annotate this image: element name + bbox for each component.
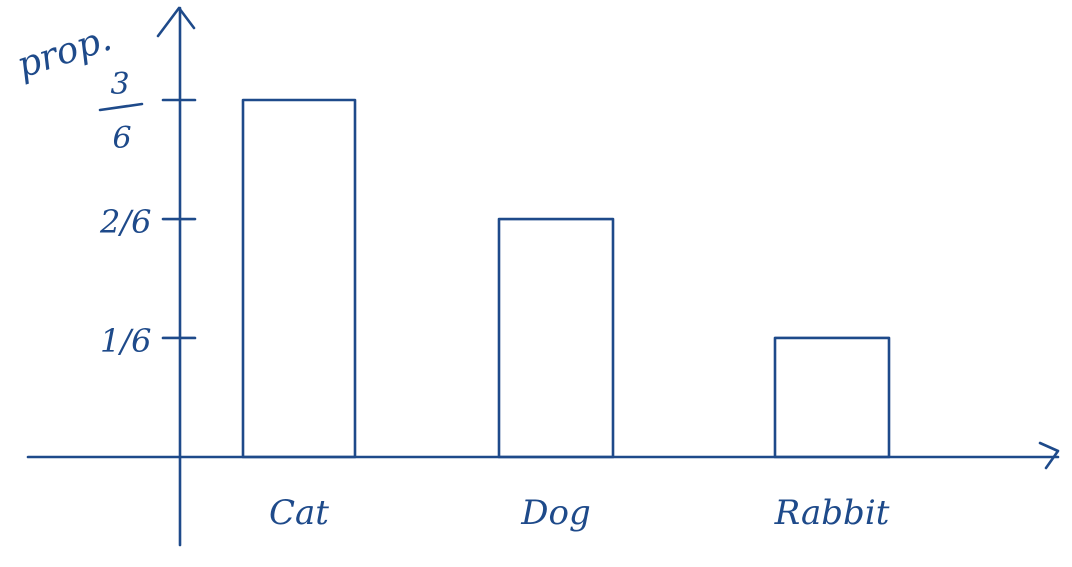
bar-dog [497, 217, 615, 459]
fraction-bar [98, 102, 144, 112]
y-axis-arrowhead [156, 6, 196, 38]
bar-cat [241, 98, 357, 459]
y-axis-title: prop. [12, 18, 116, 87]
y-tick-label: 2/6 [99, 203, 152, 241]
x-tick-label-rabbit: Rabbit [774, 493, 890, 533]
y-tick-label: 1/6 [100, 322, 152, 360]
x-tick-label-dog: Dog [520, 493, 591, 533]
x-axis-arrowhead [1038, 441, 1060, 470]
bars-group [241, 98, 891, 459]
bar-rabbit [773, 336, 891, 459]
y-ticks-group: 1/6 2/6 3 6 [98, 67, 197, 360]
x-tick-label-cat: Cat [269, 493, 329, 533]
x-tick-labels-group: Cat Dog Rabbit [269, 493, 890, 533]
